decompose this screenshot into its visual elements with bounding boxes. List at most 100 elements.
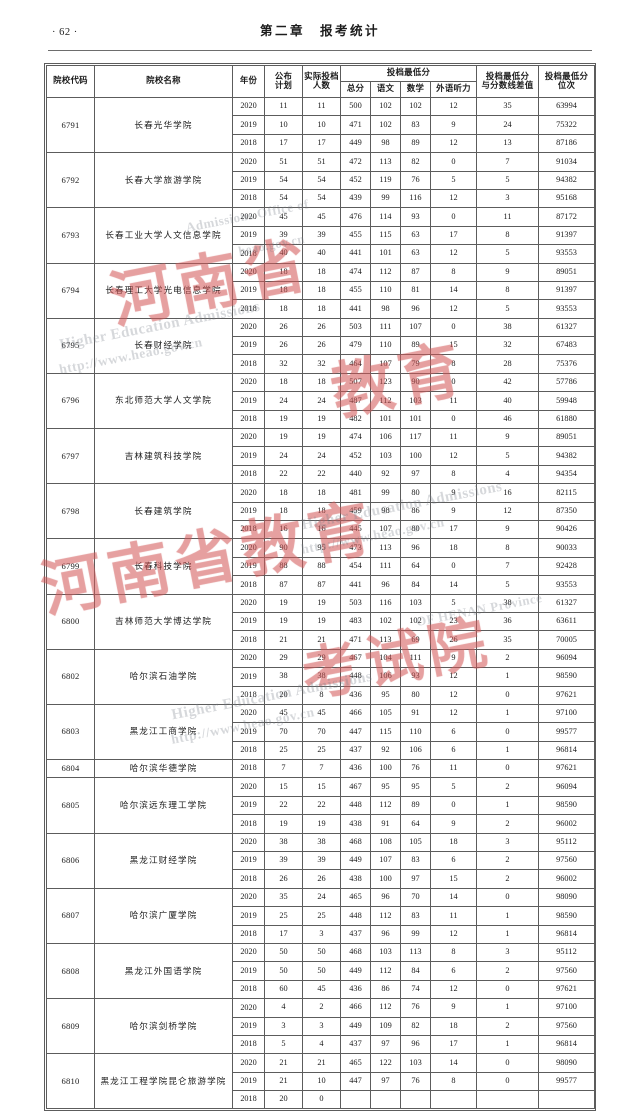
th-published-plan: 公布 计划: [264, 65, 303, 98]
cell-total-score: 503: [340, 317, 371, 338]
cell-math-score: 76: [400, 1071, 431, 1092]
cell-actual-admitted: 4: [302, 1034, 341, 1055]
cell-listening-score: 9: [430, 115, 477, 135]
cell-total-score: 439: [340, 188, 371, 209]
cell-published-plan: 45: [264, 703, 303, 724]
cell-rank: 87172: [538, 207, 595, 227]
cell-year: 2018: [232, 979, 265, 1000]
cell-math-score: 76: [400, 759, 431, 779]
table-row: 2019 18 18 459 98 86 9 12 87350: [47, 501, 595, 521]
cell-listening-score: 9: [430, 483, 477, 503]
cell-score-diff: 24: [476, 115, 539, 135]
cell-chinese-score: 98: [370, 299, 401, 319]
cell-chinese-score: 99: [370, 188, 401, 209]
cell-published-plan: 17: [264, 133, 303, 154]
table-row: 6799 长春科技学院 2020 90 95 473 113 96 18 8 90033: [46, 538, 595, 595]
cell-year: 2018: [232, 869, 265, 889]
cell-listening-score: 15: [430, 869, 477, 889]
cell-college-code: 6792: [46, 152, 95, 209]
cell-actual-admitted: 7: [302, 759, 341, 779]
cell-rank: 57786: [538, 372, 595, 393]
cell-score-diff: 2: [476, 814, 539, 834]
cell-year: 2019: [232, 667, 265, 687]
cell-actual-admitted: 18: [302, 483, 341, 503]
cell-math-score: 74: [400, 979, 431, 1000]
cell-math-score: 102: [400, 96, 431, 117]
cell-score-diff: 12: [476, 501, 539, 521]
cell-chinese-score: 108: [370, 832, 401, 853]
th-min-score-group: 投档最低分: [340, 65, 477, 82]
cell-rank: 92428: [538, 556, 595, 577]
cell-math-score: 103: [400, 391, 431, 411]
cell-college-name: 长春财经学院: [94, 317, 233, 374]
cell-rank: 94354: [538, 464, 595, 485]
cell-college-code: 6805: [46, 777, 95, 834]
cell-rank: 70005: [538, 630, 595, 650]
cell-score-diff: 5: [476, 575, 539, 595]
cell-score-diff: 4: [476, 464, 539, 485]
header-rule: [48, 50, 592, 51]
cell-published-plan: 25: [264, 906, 303, 926]
cell-score-diff: 9: [476, 428, 539, 448]
cell-listening-score: 12: [430, 924, 477, 944]
cell-chinese-score: 112: [370, 262, 401, 282]
table-row: 2019 88 88 454 111 64 0 7 92428: [47, 556, 595, 577]
cell-year: 2018: [232, 188, 265, 209]
cell-actual-admitted: 18: [302, 299, 341, 319]
page-number: · 62 ·: [52, 27, 78, 38]
cell-score-diff: 7: [476, 556, 539, 577]
cell-year: 2020: [232, 1053, 265, 1073]
cell-total-score: 468: [340, 942, 371, 963]
cell-chinese-score: 116: [370, 593, 401, 613]
cell-actual-admitted: 51: [302, 152, 341, 172]
cell-published-plan: 18: [264, 299, 303, 319]
cell-college-name: 长春光华学院: [94, 96, 233, 154]
cell-published-plan: 87: [264, 575, 303, 595]
cell-math-score: 64: [400, 814, 431, 834]
cell-total-score: 464: [340, 354, 371, 374]
cell-published-plan: 21: [264, 1071, 303, 1092]
cell-score-diff: 7: [476, 152, 539, 172]
cell-year: 2019: [232, 501, 265, 521]
cell-math-score: 95: [400, 777, 431, 797]
cell-chinese-score: 110: [370, 336, 401, 356]
cell-total-score: 452: [340, 446, 371, 466]
cell-published-plan: 19: [264, 409, 303, 430]
cell-actual-admitted: 18: [302, 372, 341, 393]
cell-math-score: 117: [400, 428, 431, 448]
cell-rank: 90033: [538, 538, 595, 558]
cell-score-diff: 1: [476, 795, 539, 816]
table-row: 6794 长春理工大学光电信息学院 2020 18 18 474 112 87 8 9 89051: [46, 262, 595, 319]
cell-score-diff: 2: [476, 851, 539, 871]
cell-rank: 67483: [538, 336, 595, 356]
cell-college-name: 哈尔滨石油学院: [94, 648, 233, 705]
cell-published-plan: 39: [264, 225, 303, 246]
cell-college-code: 6802: [46, 648, 95, 705]
cell-actual-admitted: 45: [302, 207, 341, 227]
cell-chinese-score: 122: [370, 1053, 401, 1073]
cell-rank: 91397: [538, 280, 595, 301]
cell-chinese-score: 92: [370, 464, 401, 485]
cell-college-code: 6809: [46, 998, 95, 1055]
cell-published-plan: 40: [264, 244, 303, 264]
cell-math-score: 69: [400, 630, 431, 650]
cell-published-plan: 19: [264, 428, 303, 448]
cell-published-plan: 20: [264, 1090, 303, 1110]
cell-math-score: 90: [400, 372, 431, 393]
header-row-2: 总分 语文 数学 外语听力: [47, 81, 595, 98]
cell-math-score: 86: [400, 501, 431, 521]
cell-published-plan: 15: [264, 777, 303, 797]
cell-actual-admitted: 95: [302, 538, 341, 558]
table-row: 6796 东北师范大学人文学院 2020 18 18 507 123 90 0 42 57786: [46, 372, 595, 430]
cell-published-plan: 18: [264, 372, 303, 393]
cell-chinese-score: 98: [370, 501, 401, 521]
cell-listening-score: 17: [430, 225, 477, 246]
cell-published-plan: 29: [264, 648, 303, 669]
cell-actual-admitted: 32: [302, 354, 341, 374]
th-total-score: 总分: [340, 81, 371, 98]
cell-actual-admitted: 88: [302, 556, 341, 577]
cell-year: 2019: [232, 1016, 265, 1036]
cell-year: 2020: [232, 538, 265, 558]
cell-score-diff: 1: [476, 906, 539, 926]
cell-total-score: 474: [340, 428, 371, 448]
